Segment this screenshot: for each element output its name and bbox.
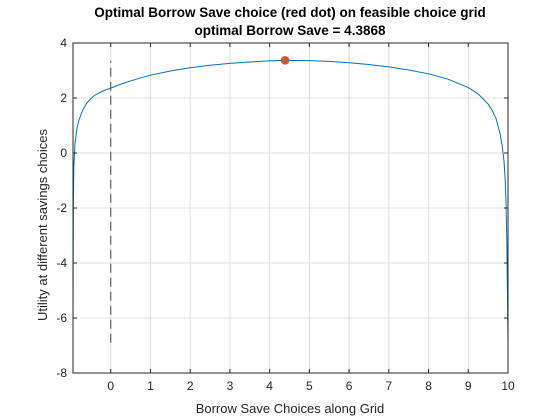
x-tick-label: 7 [385,379,392,393]
chart-title: Optimal Borrow Save choice (red dot) on … [94,5,486,20]
y-tick-label: 0 [60,146,67,160]
y-tick-label: -8 [56,366,67,380]
x-tick-label: 0 [107,379,114,393]
chart-subtitle: optimal Borrow Save = 4.3868 [195,23,386,38]
y-tick-label: -6 [56,311,67,325]
x-axis-ticks: 0 1 2 3 4 5 6 7 8 9 10 [107,43,515,393]
y-tick-label: -2 [56,201,67,215]
grid [73,42,509,374]
x-tick-label: 5 [306,379,313,393]
x-tick-label: 6 [346,379,353,393]
x-tick-label: 3 [227,379,234,393]
y-tick-label: -4 [56,256,67,270]
x-tick-label: 1 [147,379,154,393]
x-tick-label: 4 [266,379,273,393]
x-tick-label: 10 [501,379,515,393]
x-tick-label: 2 [187,379,194,393]
y-tick-label: 2 [60,91,67,105]
series-layer [72,56,509,343]
utility-curve-line [72,59,509,343]
optimal-choice-dot [280,56,290,65]
x-tick-label: 9 [465,379,472,393]
y-axis-ticks: -8 -6 -4 -2 0 2 4 [56,36,508,380]
y-tick-label: 4 [60,36,67,50]
x-tick-label: 8 [425,379,432,393]
x-axis-label: Borrow Save Choices along Grid [196,401,385,416]
y-axis-label: Utility at different savings choices [35,129,50,321]
